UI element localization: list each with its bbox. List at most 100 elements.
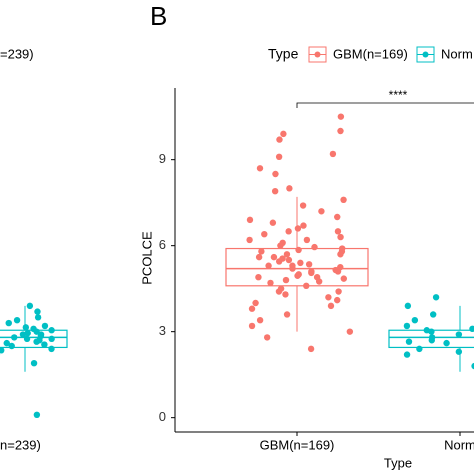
data-point	[246, 216, 254, 224]
legend-title: Type	[268, 46, 299, 62]
legend-label: GBM(n=169)	[333, 46, 408, 61]
data-point	[308, 269, 315, 277]
data-point	[3, 339, 10, 347]
data-point	[263, 334, 271, 341]
data-point	[255, 274, 262, 281]
data-point	[261, 231, 268, 238]
x-tick-label: n=239)	[0, 437, 41, 452]
data-point	[13, 317, 21, 324]
legend-key-dot	[314, 51, 321, 58]
panel-label: B	[150, 1, 167, 31]
data-point	[295, 246, 302, 254]
data-point	[299, 202, 307, 209]
data-point	[275, 153, 283, 160]
box	[0, 329, 68, 349]
data-point	[443, 339, 450, 347]
data-point	[432, 294, 440, 301]
data-point	[285, 228, 292, 235]
legend-key-dot	[422, 51, 429, 58]
data-point	[471, 362, 474, 370]
data-point	[404, 302, 412, 310]
data-point	[334, 228, 342, 235]
data-point	[246, 236, 253, 244]
data-point	[337, 251, 344, 258]
data-point	[337, 233, 344, 241]
data-point	[303, 236, 311, 244]
box	[388, 329, 474, 349]
data-point	[429, 311, 437, 318]
data-point	[248, 322, 256, 330]
data-point	[256, 165, 264, 172]
y-axis-title: PCOLCE	[139, 231, 154, 285]
data-point	[327, 302, 335, 310]
data-point	[411, 317, 419, 324]
data-point	[282, 276, 290, 284]
legend-label: =239)	[0, 46, 34, 61]
data-point	[26, 302, 34, 310]
data-point	[282, 291, 289, 298]
data-point	[33, 411, 41, 418]
data-point	[5, 319, 12, 327]
data-point	[455, 348, 463, 355]
data-point	[340, 196, 347, 203]
data-point	[315, 278, 323, 285]
data-point	[41, 322, 49, 330]
data-point	[269, 219, 277, 226]
data-point	[30, 325, 37, 332]
significance: ****	[389, 88, 408, 102]
data-point	[19, 331, 27, 338]
data-point	[33, 338, 40, 345]
data-point	[30, 360, 38, 367]
data-point	[283, 251, 291, 258]
data-point	[305, 261, 313, 268]
data-point	[258, 248, 265, 255]
data-point	[280, 130, 287, 138]
data-point	[455, 331, 463, 338]
data-point	[48, 345, 55, 353]
data-point	[311, 243, 318, 251]
data-point	[252, 299, 259, 307]
data-point	[405, 338, 413, 345]
data-point	[0, 347, 5, 354]
significance-bracket	[296, 102, 474, 108]
x-axis-title: Type	[384, 455, 412, 470]
data-point	[41, 341, 48, 348]
data-point	[318, 208, 325, 215]
data-point	[334, 296, 341, 304]
data-point	[294, 272, 301, 279]
data-point	[285, 256, 293, 264]
x-tick-label: GBM(n=169)	[260, 437, 335, 452]
data-point	[22, 324, 30, 331]
data-point	[297, 259, 304, 267]
y-tick-label: 9	[159, 151, 166, 166]
data-point	[275, 288, 283, 295]
data-point	[275, 258, 283, 265]
data-point	[346, 328, 354, 335]
data-point	[272, 170, 279, 178]
data-point	[289, 262, 296, 269]
box	[225, 247, 369, 287]
data-point	[416, 345, 423, 353]
data-point	[267, 279, 274, 287]
data-point	[334, 268, 342, 275]
data-point	[335, 288, 342, 295]
x-tick-label: Norm	[444, 437, 474, 452]
data-point	[255, 253, 263, 261]
data-point	[256, 317, 264, 324]
y-tick-label: 3	[159, 323, 166, 338]
data-point	[337, 113, 345, 120]
data-point	[403, 351, 411, 358]
data-point	[283, 311, 291, 318]
data-point	[265, 262, 272, 269]
data-point	[403, 322, 411, 330]
data-point	[271, 188, 279, 195]
data-point	[34, 314, 42, 321]
data-point	[340, 275, 348, 282]
data-point	[307, 345, 315, 353]
data-point	[325, 294, 332, 301]
data-point	[48, 335, 55, 343]
data-point	[337, 127, 344, 135]
data-point	[276, 136, 283, 143]
data-point	[334, 213, 341, 221]
